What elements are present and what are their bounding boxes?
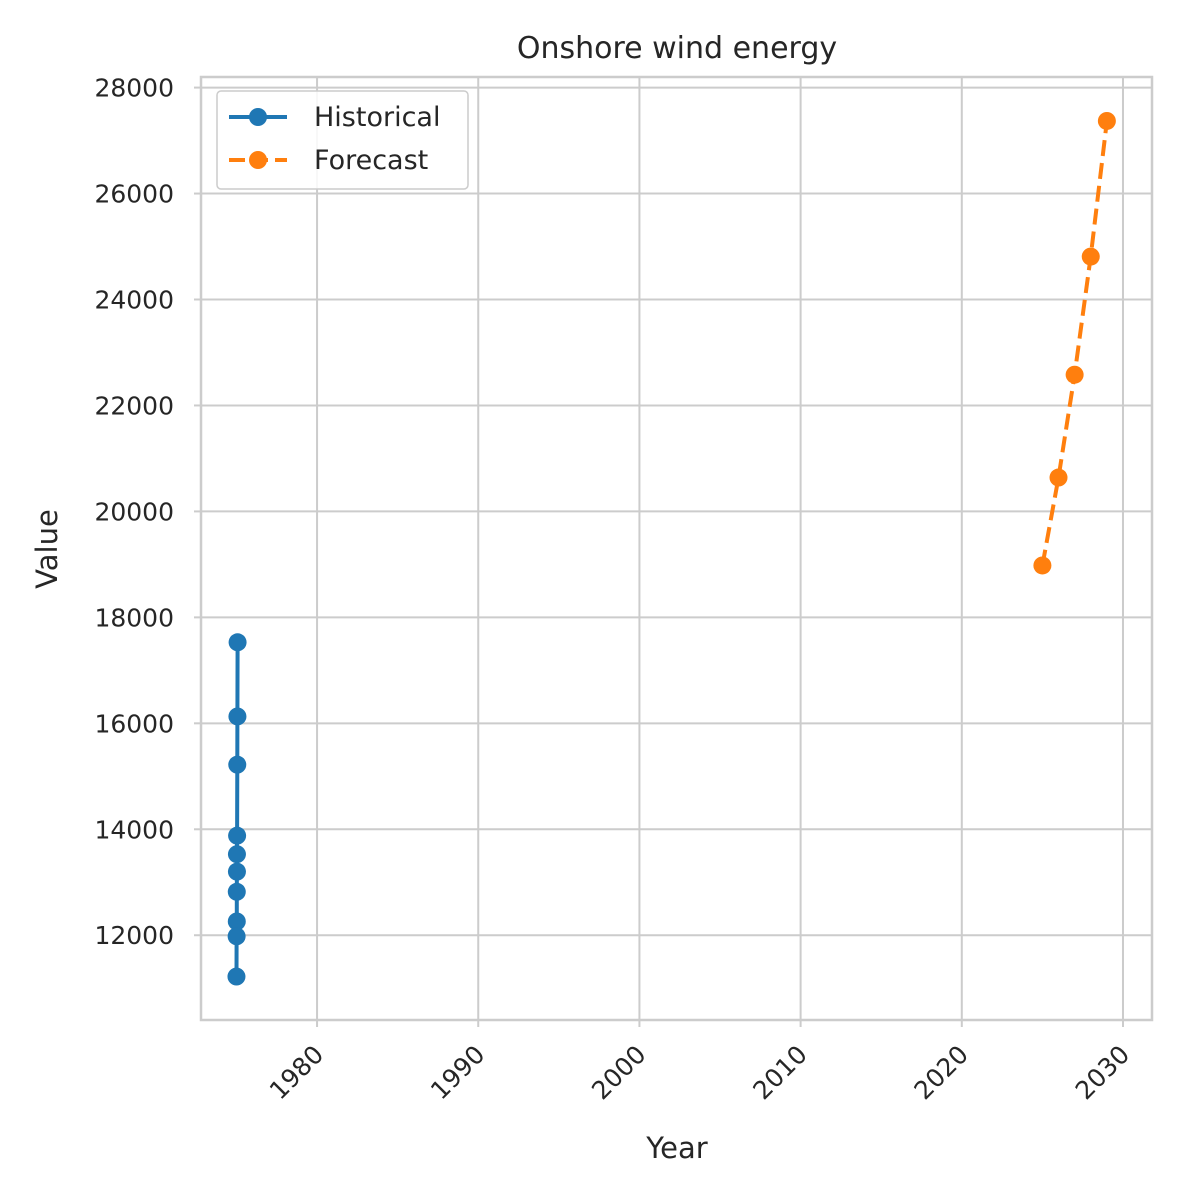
- data-point-historical: [228, 707, 247, 726]
- y-tick-label: 22000: [94, 391, 174, 420]
- data-point-historical: [227, 912, 246, 931]
- y-axis-label: Value: [30, 509, 64, 589]
- grid: [201, 77, 1152, 1020]
- data-point-historical: [227, 967, 246, 986]
- data-point-historical: [227, 882, 246, 901]
- legend-label-forecast: Forecast: [314, 145, 428, 176]
- y-tick-label: 28000: [94, 74, 174, 103]
- data-point-historical: [227, 927, 246, 946]
- y-tick-labels: 12000 14000 16000 18000 20000 22000 24000 26000…: [94, 74, 201, 950]
- data-point-historical: [228, 826, 247, 845]
- data-point-forecast: [1065, 365, 1084, 384]
- x-axis-label: Year: [645, 1131, 707, 1165]
- y-tick-label: 18000: [94, 603, 174, 632]
- y-tick-label: 24000: [94, 286, 174, 315]
- data-point-historical: [227, 845, 246, 864]
- y-tick-label: 14000: [94, 815, 174, 844]
- data-point-historical: [227, 862, 246, 881]
- series-forecast: [1033, 111, 1116, 575]
- legend-marker-historical: [249, 108, 267, 126]
- y-tick-label: 12000: [94, 921, 174, 950]
- data-point-forecast: [1081, 247, 1100, 266]
- series-layer: [227, 111, 1116, 986]
- legend: Historical Forecast: [216, 90, 469, 190]
- data-point-forecast: [1097, 111, 1116, 130]
- y-tick-label: 26000: [94, 180, 174, 209]
- legend-label-historical: Historical: [314, 102, 440, 133]
- data-point-forecast: [1033, 556, 1052, 575]
- y-tick-label: 16000: [94, 709, 174, 738]
- legend-marker-forecast: [249, 151, 267, 169]
- chart-title: Onshore wind energy: [517, 31, 837, 66]
- data-point-historical: [228, 633, 247, 652]
- data-point-historical: [228, 755, 247, 774]
- data-point-forecast: [1049, 468, 1068, 487]
- plot-frame: [199, 75, 1154, 1022]
- series-historical: [227, 633, 247, 986]
- y-tick-label: 20000: [94, 497, 174, 526]
